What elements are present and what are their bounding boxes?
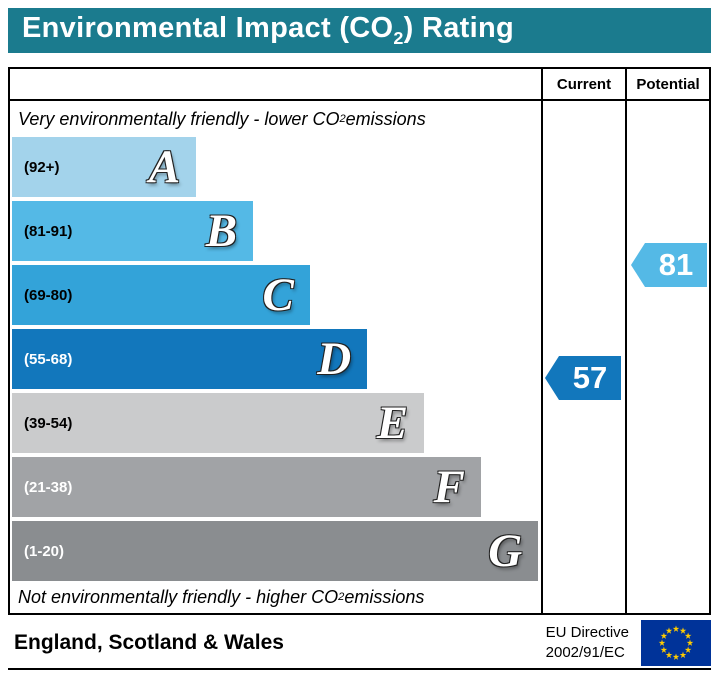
rating-chart: Current Potential Very environmentally f…	[8, 67, 711, 615]
page-title-subscript: 2	[393, 27, 404, 48]
current-arrow-point-icon	[545, 356, 559, 400]
top-note-subscript: 2	[339, 113, 346, 125]
potential-rating-value: 81	[645, 243, 707, 287]
band-row-b: (81-91) B	[10, 201, 541, 261]
band-bar-c: (69-80) C	[12, 265, 310, 325]
potential-rating-arrow: 81	[631, 243, 707, 287]
band-row-a: (92+) A	[10, 137, 541, 197]
bottom-note: Not environmentally friendly - higher CO…	[10, 581, 541, 613]
band-row-c: (69-80) C	[10, 265, 541, 325]
band-range-b: (81-91)	[24, 222, 73, 240]
footer: England, Scotland & Wales EU Directive 2…	[8, 620, 711, 670]
page-title: Environmental Impact (CO2) Rating	[22, 12, 514, 49]
column-header-potential: Potential	[625, 69, 709, 101]
band-bar-d: (55-68) D	[12, 329, 368, 389]
top-note: Very environmentally friendly - lower CO…	[10, 101, 541, 137]
current-column: 57	[541, 101, 625, 613]
region-label: England, Scotland & Wales	[14, 631, 284, 654]
band-row-d: (55-68) D	[10, 329, 541, 389]
band-letter-a: A	[148, 140, 181, 193]
band-range-c: (69-80)	[24, 286, 73, 304]
top-note-suffix: emissions	[345, 108, 426, 129]
eu-directive-line2: 2002/91/EC	[545, 644, 625, 661]
page-title-suffix: ) Rating	[403, 12, 515, 45]
band-bar-g: (1-20) G	[12, 521, 539, 581]
top-note-text: Very environmentally friendly - lower CO	[18, 108, 340, 129]
bottom-note-suffix: emissions	[344, 586, 425, 607]
footer-right-group: EU Directive 2002/91/EC	[546, 620, 711, 666]
band-scale-area: Very environmentally friendly - lower CO…	[10, 101, 541, 613]
column-header-current: Current	[541, 69, 625, 101]
bottom-note-text: Not environmentally friendly - higher CO	[18, 586, 339, 607]
band-list: (92+) A (81-91) B (69-80) C	[10, 137, 541, 581]
potential-arrow-point-icon	[631, 243, 645, 287]
band-range-g: (1-20)	[24, 542, 65, 560]
band-range-e: (39-54)	[24, 414, 73, 432]
band-letter-e: E	[376, 396, 409, 449]
band-bar-b: (81-91) B	[12, 201, 254, 261]
band-bar-e: (39-54) E	[12, 393, 425, 453]
band-row-f: (21-38) F	[10, 457, 541, 517]
current-rating-arrow: 57	[545, 356, 621, 400]
band-bar-f: (21-38) F	[12, 457, 481, 517]
eu-directive-label: EU Directive 2002/91/EC	[546, 623, 629, 664]
potential-column: 81	[625, 101, 709, 613]
band-range-a: (92+)	[24, 158, 60, 176]
title-bar: Environmental Impact (CO2) Rating	[8, 8, 711, 53]
eu-flag-icon	[641, 620, 711, 666]
band-letter-g: G	[488, 524, 523, 577]
band-letter-f: F	[433, 460, 465, 513]
band-range-d: (55-68)	[24, 350, 73, 368]
band-row-g: (1-20) G	[10, 521, 541, 581]
band-bar-a: (92+) A	[12, 137, 197, 197]
band-letter-c: C	[262, 268, 294, 321]
band-letter-d: D	[317, 332, 352, 385]
band-letter-b: B	[205, 204, 238, 257]
current-rating-value: 57	[559, 356, 621, 400]
band-row-e: (39-54) E	[10, 393, 541, 453]
band-range-f: (21-38)	[24, 478, 73, 496]
bottom-note-subscript: 2	[338, 591, 345, 603]
eu-directive-line1: EU Directive	[545, 623, 629, 641]
chart-corner-cell	[10, 69, 541, 101]
page-title-text: Environmental Impact (CO	[22, 12, 394, 45]
